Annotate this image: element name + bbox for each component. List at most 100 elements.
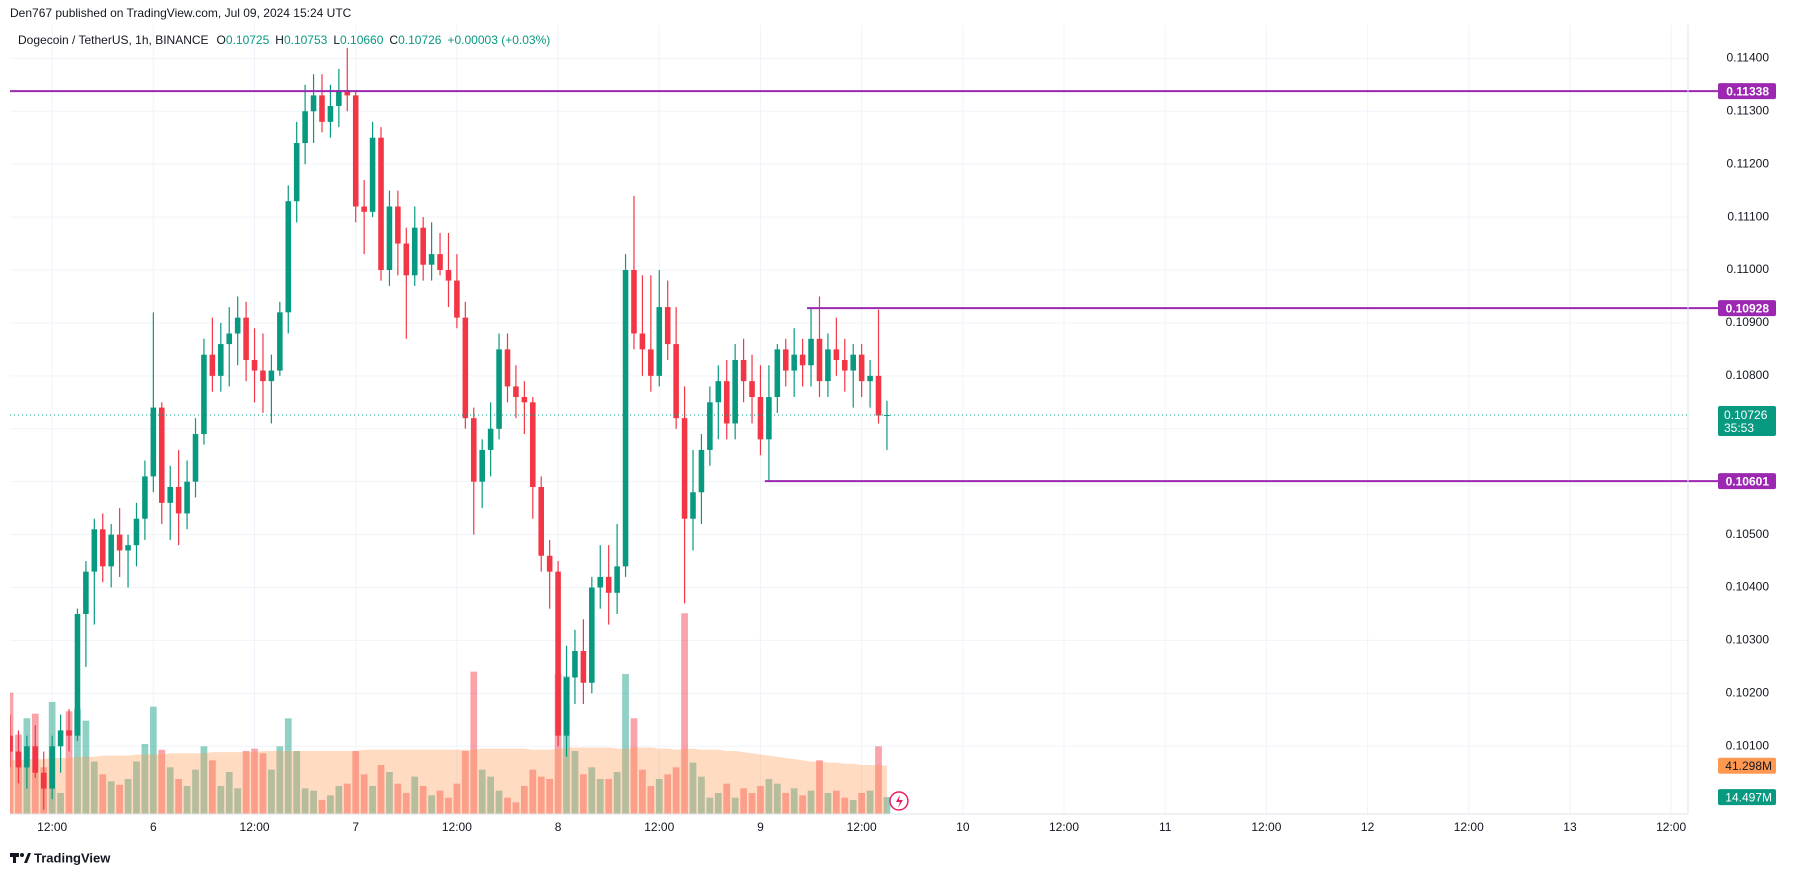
volume-bar — [605, 778, 613, 814]
x-tick-label: 12:00 — [1656, 820, 1686, 834]
volume-bar — [571, 750, 579, 814]
volume-bar — [99, 774, 107, 814]
level-label-bg — [1718, 83, 1776, 100]
volume-bar — [259, 753, 267, 814]
volume-bar — [10, 692, 14, 814]
ohlc-value: 0.10725 — [226, 33, 270, 47]
x-tick-label: 8 — [555, 820, 562, 834]
candle-body — [226, 333, 233, 345]
volume-bar — [158, 749, 166, 814]
candle-body — [57, 730, 64, 747]
volume-bar — [343, 783, 351, 814]
candle-body — [352, 95, 359, 207]
candle-body — [631, 270, 637, 334]
candle-body — [285, 201, 292, 313]
volume-bar — [537, 776, 545, 814]
volume-bar — [200, 746, 208, 814]
candle-body — [521, 397, 528, 403]
volume-bar — [698, 776, 705, 814]
candle-body — [116, 534, 123, 551]
volume-bar — [681, 613, 688, 814]
candle-body — [344, 90, 351, 96]
brand: TradingView — [34, 850, 111, 865]
candle-body — [622, 270, 629, 567]
candle-body — [681, 418, 688, 519]
candle-body — [192, 434, 199, 482]
candle-body — [15, 751, 22, 768]
level-label: 0.10928 — [1726, 301, 1770, 315]
candle-body — [302, 111, 308, 144]
change: +0.00003 (+0.03%) — [447, 33, 550, 47]
volume-bar — [124, 778, 132, 814]
level-label-bg — [1718, 300, 1776, 317]
volume-bar — [284, 718, 292, 814]
candle-body — [504, 349, 511, 387]
volume-bar — [192, 769, 199, 814]
volume-bar — [394, 783, 402, 814]
candle-body — [428, 254, 435, 265]
volume-bar — [613, 771, 621, 814]
volume-bar — [57, 792, 64, 814]
x-tick-label: 9 — [757, 820, 764, 834]
candle-body — [496, 349, 502, 429]
candle-body — [732, 359, 738, 424]
last-price-label: 0.10726 — [1724, 408, 1768, 422]
symbol-legend: Dogecoin / TetherUS, 1h, BINANCE O0.10725… — [18, 33, 550, 47]
volume-bar — [335, 785, 343, 814]
x-tick-label: 12 — [1361, 820, 1375, 834]
volume-bar — [630, 718, 638, 814]
y-tick-label: 0.10200 — [1726, 686, 1770, 700]
candle-body — [757, 397, 764, 440]
level-label: 0.11338 — [1726, 84, 1769, 98]
volume-label: 14.497M — [1725, 790, 1772, 804]
volume-bar — [411, 776, 419, 814]
volume-bar — [714, 792, 722, 814]
candle-body — [707, 402, 713, 450]
grid — [10, 25, 1688, 814]
candle-body — [158, 407, 165, 503]
replay-icon-bolt — [895, 795, 903, 808]
x-tick-label: 12:00 — [1251, 820, 1281, 834]
volume-bar — [849, 799, 857, 814]
candle-body — [150, 407, 157, 477]
volume-bar — [419, 785, 427, 814]
candle-body — [369, 137, 376, 212]
y-tick-label: 0.10500 — [1726, 527, 1770, 541]
volume-bar — [495, 790, 503, 814]
candle-body — [673, 344, 679, 419]
x-tick-label: 12:00 — [442, 820, 472, 834]
candle-body — [614, 566, 620, 593]
ohlc-value: 0.10753 — [284, 33, 328, 47]
volume-bar — [520, 785, 528, 814]
volume-bar — [166, 767, 174, 814]
volume-bar — [765, 778, 773, 814]
candle-body — [24, 746, 30, 768]
candle-body — [66, 730, 72, 736]
volume-bar — [293, 750, 301, 814]
candle-body — [277, 312, 283, 371]
volume-bar — [478, 769, 486, 814]
candle-body — [420, 227, 426, 265]
volume-bar — [504, 797, 511, 814]
volume-bar — [841, 797, 849, 814]
volume-bar — [672, 767, 680, 814]
candle-body — [74, 613, 81, 736]
candle-body — [858, 354, 865, 382]
volume-bar — [445, 797, 452, 814]
volume-bar — [461, 750, 469, 814]
volume-bar — [133, 761, 140, 814]
last-price-bg — [1718, 406, 1776, 437]
candle-body — [664, 307, 671, 345]
y-tick-label: 0.11300 — [1727, 103, 1770, 117]
x-tick-label: 12:00 — [1049, 820, 1079, 834]
ohlc-value: 0.10660 — [340, 33, 384, 47]
volume-bar — [428, 795, 435, 814]
volume-bar — [748, 792, 756, 814]
candle-body — [546, 555, 553, 572]
volume-bar — [731, 797, 739, 814]
volume-bar — [655, 778, 663, 814]
candle-body — [218, 344, 224, 376]
candle-body — [209, 354, 216, 376]
x-tick-label: 11 — [1159, 820, 1172, 834]
